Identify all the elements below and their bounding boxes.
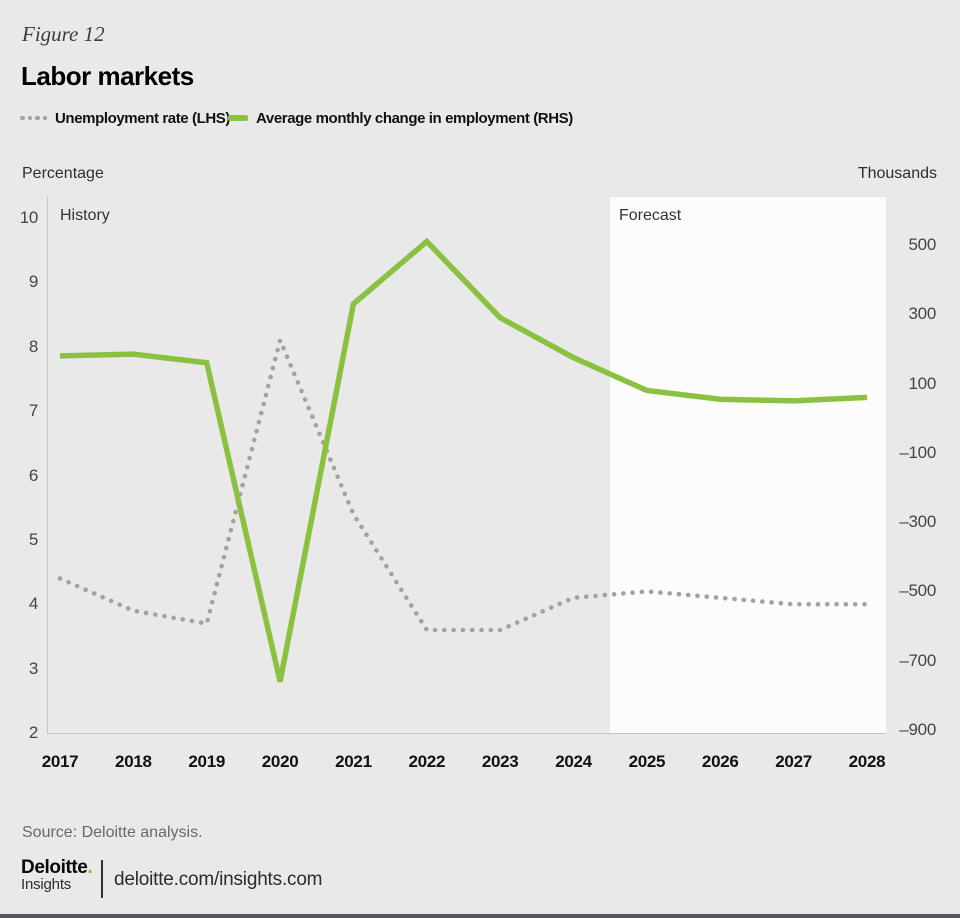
history-label: History xyxy=(60,207,110,224)
year-label: 2026 xyxy=(701,752,739,771)
legend: Unemployment rate (LHS) Average monthly … xyxy=(0,108,960,128)
logo-divider xyxy=(101,860,103,898)
left-tick-label: 2 xyxy=(28,723,38,742)
figure-label: Figure 12 xyxy=(22,22,105,46)
right-tick-label: –100 xyxy=(899,442,936,462)
left-tick-label: 8 xyxy=(28,336,38,356)
logo-sub-text: Insights xyxy=(21,876,72,893)
dotted-line-swatch-icon xyxy=(20,115,47,121)
legend-label-unemployment: Unemployment rate (LHS) xyxy=(55,109,230,127)
forecast-label: Forecast xyxy=(619,207,682,224)
right-tick-label: –300 xyxy=(899,512,936,532)
year-label: 2028 xyxy=(848,752,886,771)
year-label: 2024 xyxy=(555,752,592,771)
year-label: 2017 xyxy=(41,752,79,771)
bottom-bar xyxy=(0,914,960,918)
logo-main-text: Deloitte xyxy=(21,857,88,878)
legend-item-unemployment: Unemployment rate (LHS) xyxy=(20,108,230,128)
year-label: 2027 xyxy=(775,752,812,771)
forecast-region xyxy=(610,197,886,733)
left-tick-label: 9 xyxy=(28,272,38,292)
right-tick-label: –900 xyxy=(899,720,936,739)
left-axis-line xyxy=(47,197,48,733)
left-tick-label: 5 xyxy=(28,529,38,549)
year-label: 2022 xyxy=(408,752,446,771)
year-label: 2018 xyxy=(115,752,152,771)
left-tick-label: 4 xyxy=(28,594,38,614)
bottom-axis-line xyxy=(47,733,886,734)
right-axis-title: Thousands xyxy=(857,165,937,182)
right-tick-label: –700 xyxy=(899,650,936,670)
year-label: 2025 xyxy=(628,752,666,771)
insights-url: deloitte.com/insights.com xyxy=(114,869,323,890)
left-tick-label: 10 xyxy=(19,208,39,227)
right-tick-label: 500 xyxy=(908,235,937,254)
legend-label-employment: Average monthly change in employment (RH… xyxy=(256,109,573,127)
page-title: Labor markets xyxy=(21,61,194,91)
year-label: 2021 xyxy=(335,752,372,771)
left-tick-label: 3 xyxy=(28,658,38,678)
green-line-swatch-icon xyxy=(228,115,248,121)
logo-green-dot-icon: . xyxy=(87,857,93,878)
left-axis-title: Percentage xyxy=(22,165,104,182)
year-label: 2019 xyxy=(188,752,226,771)
right-tick-label: 300 xyxy=(908,304,937,324)
right-tick-label: 100 xyxy=(908,373,937,393)
year-label: 2023 xyxy=(481,752,519,771)
right-tick-label: –500 xyxy=(899,581,936,601)
left-tick-label: 6 xyxy=(28,465,38,485)
source-note: Source: Deloitte analysis. xyxy=(22,824,203,841)
legend-item-employment: Average monthly change in employment (RH… xyxy=(228,108,573,128)
deloitte-logo: Deloitte. Insights xyxy=(21,857,93,893)
left-tick-label: 7 xyxy=(28,401,38,421)
year-label: 2020 xyxy=(261,752,299,771)
